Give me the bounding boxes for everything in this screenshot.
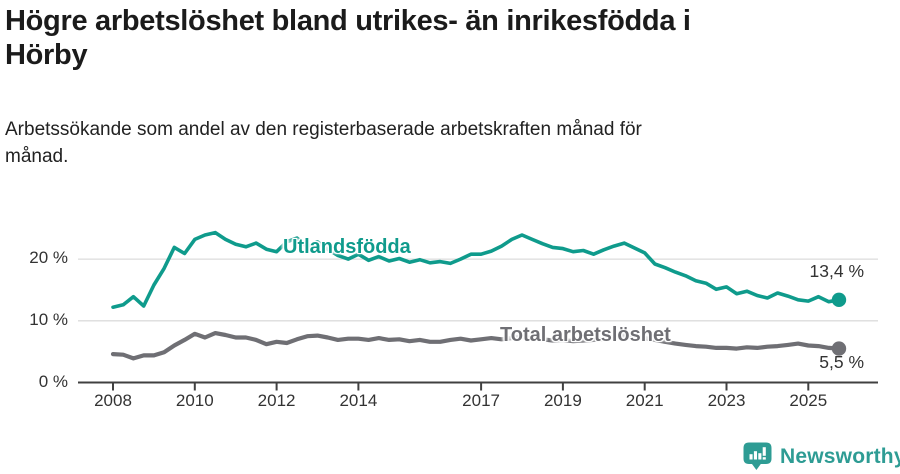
utlandsfodda-end-dot — [831, 292, 847, 308]
newsworthy-logo[interactable]: Newsworthy — [742, 441, 900, 472]
series-label-utlandsfodda: Utlandsfödda — [283, 236, 411, 258]
page-title: Högre arbetslöshet bland utrikes- än inr… — [5, 5, 691, 71]
x-tick-label: 2012 — [257, 391, 296, 410]
x-tick-label: 2019 — [543, 391, 582, 410]
y-tick-label: 0 % — [38, 371, 68, 391]
x-tick-label: 2017 — [462, 391, 500, 410]
end-value-total: 5,5 % — [819, 352, 864, 372]
series-label-total: Total arbetslöshet — [500, 324, 671, 346]
x-tick-label: 2014 — [339, 391, 378, 410]
bar-chart-speech-bubble-icon — [743, 442, 772, 470]
end-value-utlandsfodda: 13,4 % — [809, 261, 864, 281]
utlandsfodda-line — [111, 230, 841, 310]
brand-name: Newsworthy — [780, 444, 900, 468]
x-tick-label: 2023 — [707, 391, 746, 410]
x-tick-label: 2010 — [175, 391, 214, 410]
x-tick-label: 2025 — [789, 391, 828, 410]
y-tick-label: 20 % — [29, 248, 68, 268]
chart-subtitle: Arbetssökande som andel av den registerb… — [5, 119, 642, 167]
x-tick-label: 2021 — [625, 391, 664, 410]
x-tick-label: 2008 — [94, 391, 132, 410]
y-tick-label: 10 % — [29, 309, 68, 329]
total-line — [110, 331, 842, 361]
total-end-dot — [831, 341, 847, 356]
